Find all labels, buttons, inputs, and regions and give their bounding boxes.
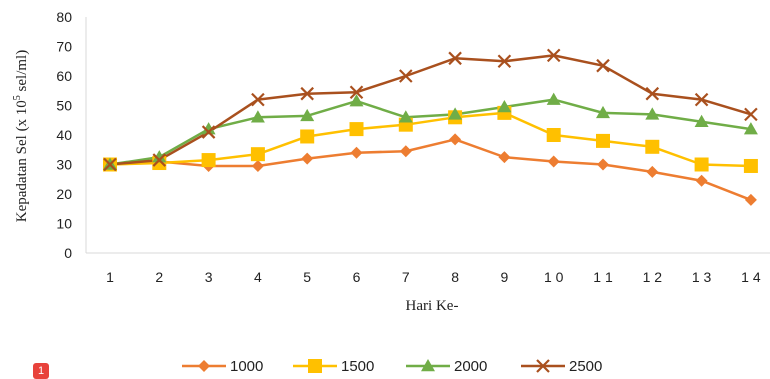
y-axis-title-text: Kepadatan Sel (x 105 sel/ml) (12, 50, 30, 222)
data-point-1500 (694, 157, 709, 172)
data-point-2500 (546, 48, 561, 63)
data-point-2500 (349, 85, 364, 100)
x-tick-label: 1 2 (643, 269, 663, 285)
data-point-2500 (694, 92, 709, 107)
data-point-1500 (596, 133, 610, 148)
data-point-2500 (399, 69, 413, 83)
x-tick-label: 8 (451, 269, 459, 285)
data-point-1500 (201, 153, 216, 168)
series-markers (103, 48, 758, 206)
y-axis-title: Kepadatan Sel (x 105 sel/ml) (12, 50, 30, 222)
data-point-2000 (645, 107, 660, 120)
legend-label: 2500 (569, 358, 602, 375)
data-point-1000 (449, 133, 462, 146)
data-point-1500 (546, 128, 561, 142)
y-tick-labels: 0 10 20 30 40 50 60 70 80 (56, 9, 72, 261)
data-point-1500 (349, 122, 364, 137)
legend-marker (308, 359, 322, 373)
y-tick-label: 40 (56, 127, 72, 143)
data-point-2000 (546, 92, 561, 105)
x-tick-label: 2 (155, 269, 163, 285)
x-tick-label: 3 (205, 269, 213, 285)
legend-item-1500: 1500 (293, 358, 374, 375)
data-point-1500 (250, 147, 265, 162)
legend-item-2500: 2500 (521, 358, 602, 375)
data-point-2000 (448, 107, 463, 120)
y-tick-label: 50 (56, 98, 72, 114)
y-tick-label: 60 (56, 68, 72, 84)
data-point-2500 (103, 157, 117, 172)
series-lines (109, 54, 752, 202)
data-point-1000 (350, 146, 363, 159)
y-tick-label: 20 (56, 186, 72, 202)
x-tick-label: 7 (402, 269, 410, 285)
data-point-1500 (743, 158, 758, 173)
legend-marker (198, 360, 210, 372)
x-tick-labels: 1 2 3 4 5 6 7 8 9 1 0 1 1 1 2 1 3 1 4 (106, 269, 761, 285)
legend-marker (421, 359, 435, 372)
y-tick-label: 80 (56, 9, 72, 25)
data-point-2000 (300, 108, 315, 122)
series-line-1500 (109, 111, 751, 168)
data-point-2500 (744, 107, 758, 122)
data-point-2500 (201, 125, 216, 139)
legend: 1000 1500 2000 2500 (182, 358, 602, 375)
page-number-badge: 1 (33, 363, 49, 379)
data-point-2500 (448, 51, 462, 66)
data-point-1000 (695, 174, 708, 187)
data-point-2000 (497, 99, 512, 113)
data-point-2500 (152, 153, 167, 167)
data-point-2500 (596, 58, 610, 73)
y-tick-label: 0 (64, 245, 72, 261)
data-point-2000 (398, 110, 413, 123)
data-point-1000 (597, 158, 609, 171)
x-tick-label: 1 (106, 269, 114, 285)
y-tick-label: 30 (56, 157, 72, 173)
y-tick-label: 10 (56, 216, 72, 232)
data-point-1500 (645, 139, 660, 154)
x-tick-label: 6 (353, 269, 361, 285)
legend-marker (536, 359, 550, 373)
data-point-2000 (743, 122, 758, 135)
data-point-1000 (399, 145, 412, 158)
x-tick-label: 5 (303, 269, 311, 285)
legend-item-2000: 2000 (406, 358, 487, 375)
x-tick-label: 4 (254, 269, 262, 285)
legend-item-1000: 1000 (182, 358, 263, 375)
x-tick-label: 1 1 (593, 269, 613, 285)
data-point-1000 (646, 165, 659, 178)
x-axis-title: Hari Ke- (406, 298, 459, 314)
data-point-1000 (744, 193, 757, 206)
data-point-2000 (250, 110, 265, 123)
x-tick-label: 1 3 (692, 269, 712, 285)
data-point-2000 (201, 122, 216, 135)
legend-label: 2000 (454, 358, 487, 375)
legend-label: 1000 (230, 358, 263, 375)
data-point-1000 (251, 159, 264, 172)
data-point-2000 (349, 94, 364, 107)
data-point-2000 (694, 114, 709, 127)
data-point-1000 (301, 152, 314, 165)
series-line-2500 (109, 54, 752, 166)
data-point-2000 (152, 150, 167, 163)
axes (85, 17, 770, 254)
data-point-1000 (547, 155, 560, 168)
data-point-2500 (497, 54, 512, 69)
data-point-1500 (300, 129, 315, 144)
data-point-2500 (300, 86, 314, 101)
data-point-2500 (645, 86, 660, 101)
legend-label: 1500 (341, 358, 374, 375)
x-tick-label: 9 (501, 269, 509, 285)
x-tick-label: 1 0 (544, 269, 564, 285)
data-point-2500 (251, 92, 265, 107)
x-tick-label: 1 4 (741, 269, 761, 285)
y-tick-label: 70 (56, 39, 72, 55)
data-point-2000 (596, 105, 610, 119)
series-line-1000 (109, 138, 752, 202)
data-point-1000 (498, 151, 511, 164)
